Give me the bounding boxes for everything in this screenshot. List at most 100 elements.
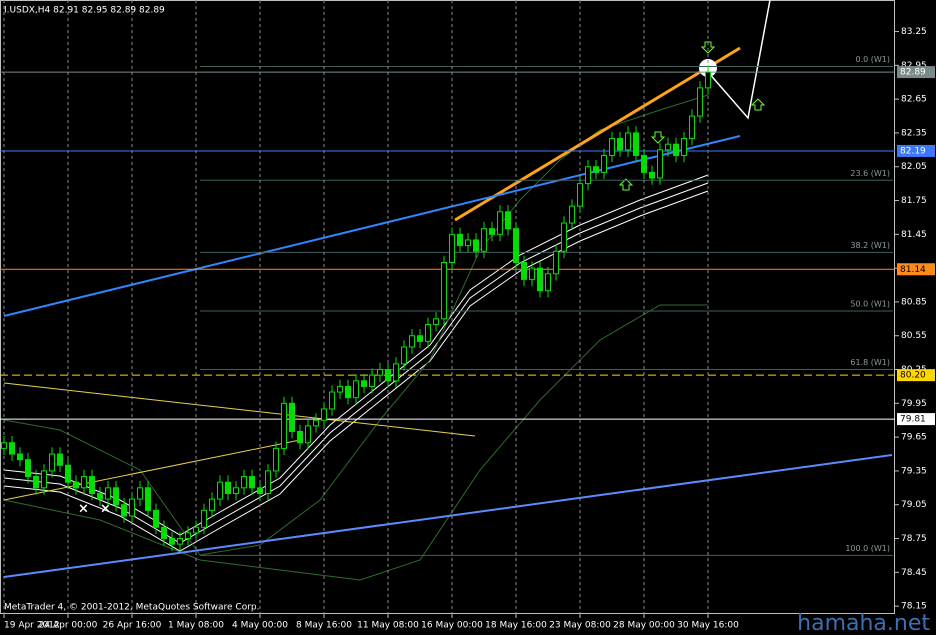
y-tick-label: 78.45 [901, 568, 927, 578]
candle-body [385, 369, 391, 382]
candle-body [153, 509, 159, 528]
candle-body [49, 453, 55, 472]
x-tick-label: 16 May 00:00 [421, 621, 483, 631]
candle-body [449, 233, 455, 263]
x-tick-label: 24 Apr 00:00 [39, 621, 98, 631]
candle-body [393, 363, 399, 382]
price-tag-label: 82.19 [900, 146, 926, 156]
y-tick-label: 82.05 [901, 162, 927, 172]
x-tick-label: 8 May 16:00 [296, 621, 352, 631]
candle-body [97, 492, 103, 500]
candle-body [273, 447, 279, 472]
candle-body [9, 442, 15, 455]
marker-cross: × [78, 502, 89, 517]
fib-label: 0.0 (W1) [855, 55, 890, 64]
candle-body [313, 419, 319, 427]
candle-body [425, 323, 431, 342]
y-tick-label: 79.65 [901, 433, 927, 443]
candle-body [281, 402, 287, 449]
y-tick-label: 79.95 [901, 399, 927, 409]
y-tick-label: 78.75 [901, 534, 927, 544]
candle-body [529, 267, 535, 280]
candle-body [553, 250, 559, 275]
y-tick-label: 81.75 [901, 196, 927, 206]
copyright: MetaTrader 4, © 2001-2012, MetaQuotes So… [4, 603, 260, 613]
candle-body [705, 71, 711, 89]
candle-body [657, 149, 663, 179]
candle-body [433, 318, 439, 325]
x-tick-label: 23 May 08:00 [549, 621, 611, 631]
plot-frame [0, 0, 895, 614]
candle-body [521, 261, 527, 280]
x-tick-label: 28 May 00:00 [613, 621, 675, 631]
candle-body [665, 143, 671, 151]
trend-line [3, 382, 476, 437]
fib-label: 38.2 (W1) [850, 241, 890, 250]
candle-body [73, 481, 79, 489]
candle-body [177, 538, 183, 545]
candle-body [593, 166, 599, 173]
envelope-lower [3, 190, 709, 552]
candle-body [633, 132, 639, 156]
candle-body [409, 335, 415, 348]
x-tick-label: 30 May 16:00 [677, 621, 739, 631]
y-tick-label: 79.35 [901, 466, 927, 476]
candle-body [585, 166, 591, 185]
candle-body [193, 526, 199, 534]
candle-body [201, 509, 207, 528]
candle-body [577, 183, 583, 207]
x-tick-label: 4 May 00:00 [232, 621, 288, 631]
y-tick-label: 80.85 [901, 297, 927, 307]
axis-bg [896, 0, 936, 614]
candle-body [185, 532, 191, 540]
candle-body [57, 453, 63, 466]
candle-body [89, 476, 95, 494]
candle-body [497, 211, 503, 235]
candle-body [649, 171, 655, 179]
candle-body [417, 335, 423, 342]
candle-body [209, 498, 215, 511]
fib-label: 23.6 (W1) [850, 169, 890, 178]
price-tag [897, 413, 935, 426]
fib-label: 100.0 (W1) [845, 544, 890, 553]
arrow-up [750, 98, 766, 111]
candle-body [609, 138, 615, 156]
candle-body [17, 453, 23, 461]
candle-body [297, 430, 303, 444]
candle-body [305, 425, 311, 444]
candle-body [401, 346, 407, 365]
candle-body [137, 487, 143, 500]
fib-label: 61.8 (W1) [850, 358, 890, 367]
price-tag [897, 66, 935, 79]
candle-body [673, 143, 679, 156]
candle-body [321, 408, 327, 421]
candle-body [689, 115, 695, 140]
y-tick-label: 82.65 [901, 95, 927, 105]
candle-body [569, 205, 575, 224]
candle-body [641, 154, 647, 173]
x-tick-label: 11 May 08:00 [357, 621, 419, 631]
fib-label: 50.0 (W1) [850, 299, 890, 308]
candle-body [257, 487, 263, 494]
price-tag [897, 369, 935, 382]
price-tag-label: 80.20 [900, 371, 926, 381]
y-tick-label: 82.35 [901, 128, 927, 138]
marker-cross: × [100, 502, 111, 517]
candle-body [441, 261, 447, 320]
candle-body [265, 470, 271, 494]
candle-body [457, 233, 463, 247]
candle-body [113, 487, 119, 506]
y-tick-label: 81.45 [901, 230, 927, 240]
candle-body [601, 154, 607, 173]
trend-line [3, 135, 741, 317]
y-tick-label: 79.05 [901, 500, 927, 510]
x-tick-label: 1 May 08:00 [168, 621, 224, 631]
price-tag [897, 144, 935, 157]
arrow-down [700, 41, 716, 54]
candle-body [65, 464, 71, 483]
candle-body [217, 481, 223, 500]
price-tag-label: 82.89 [900, 68, 926, 78]
arrow-down [650, 131, 666, 144]
candle-body [289, 402, 295, 432]
